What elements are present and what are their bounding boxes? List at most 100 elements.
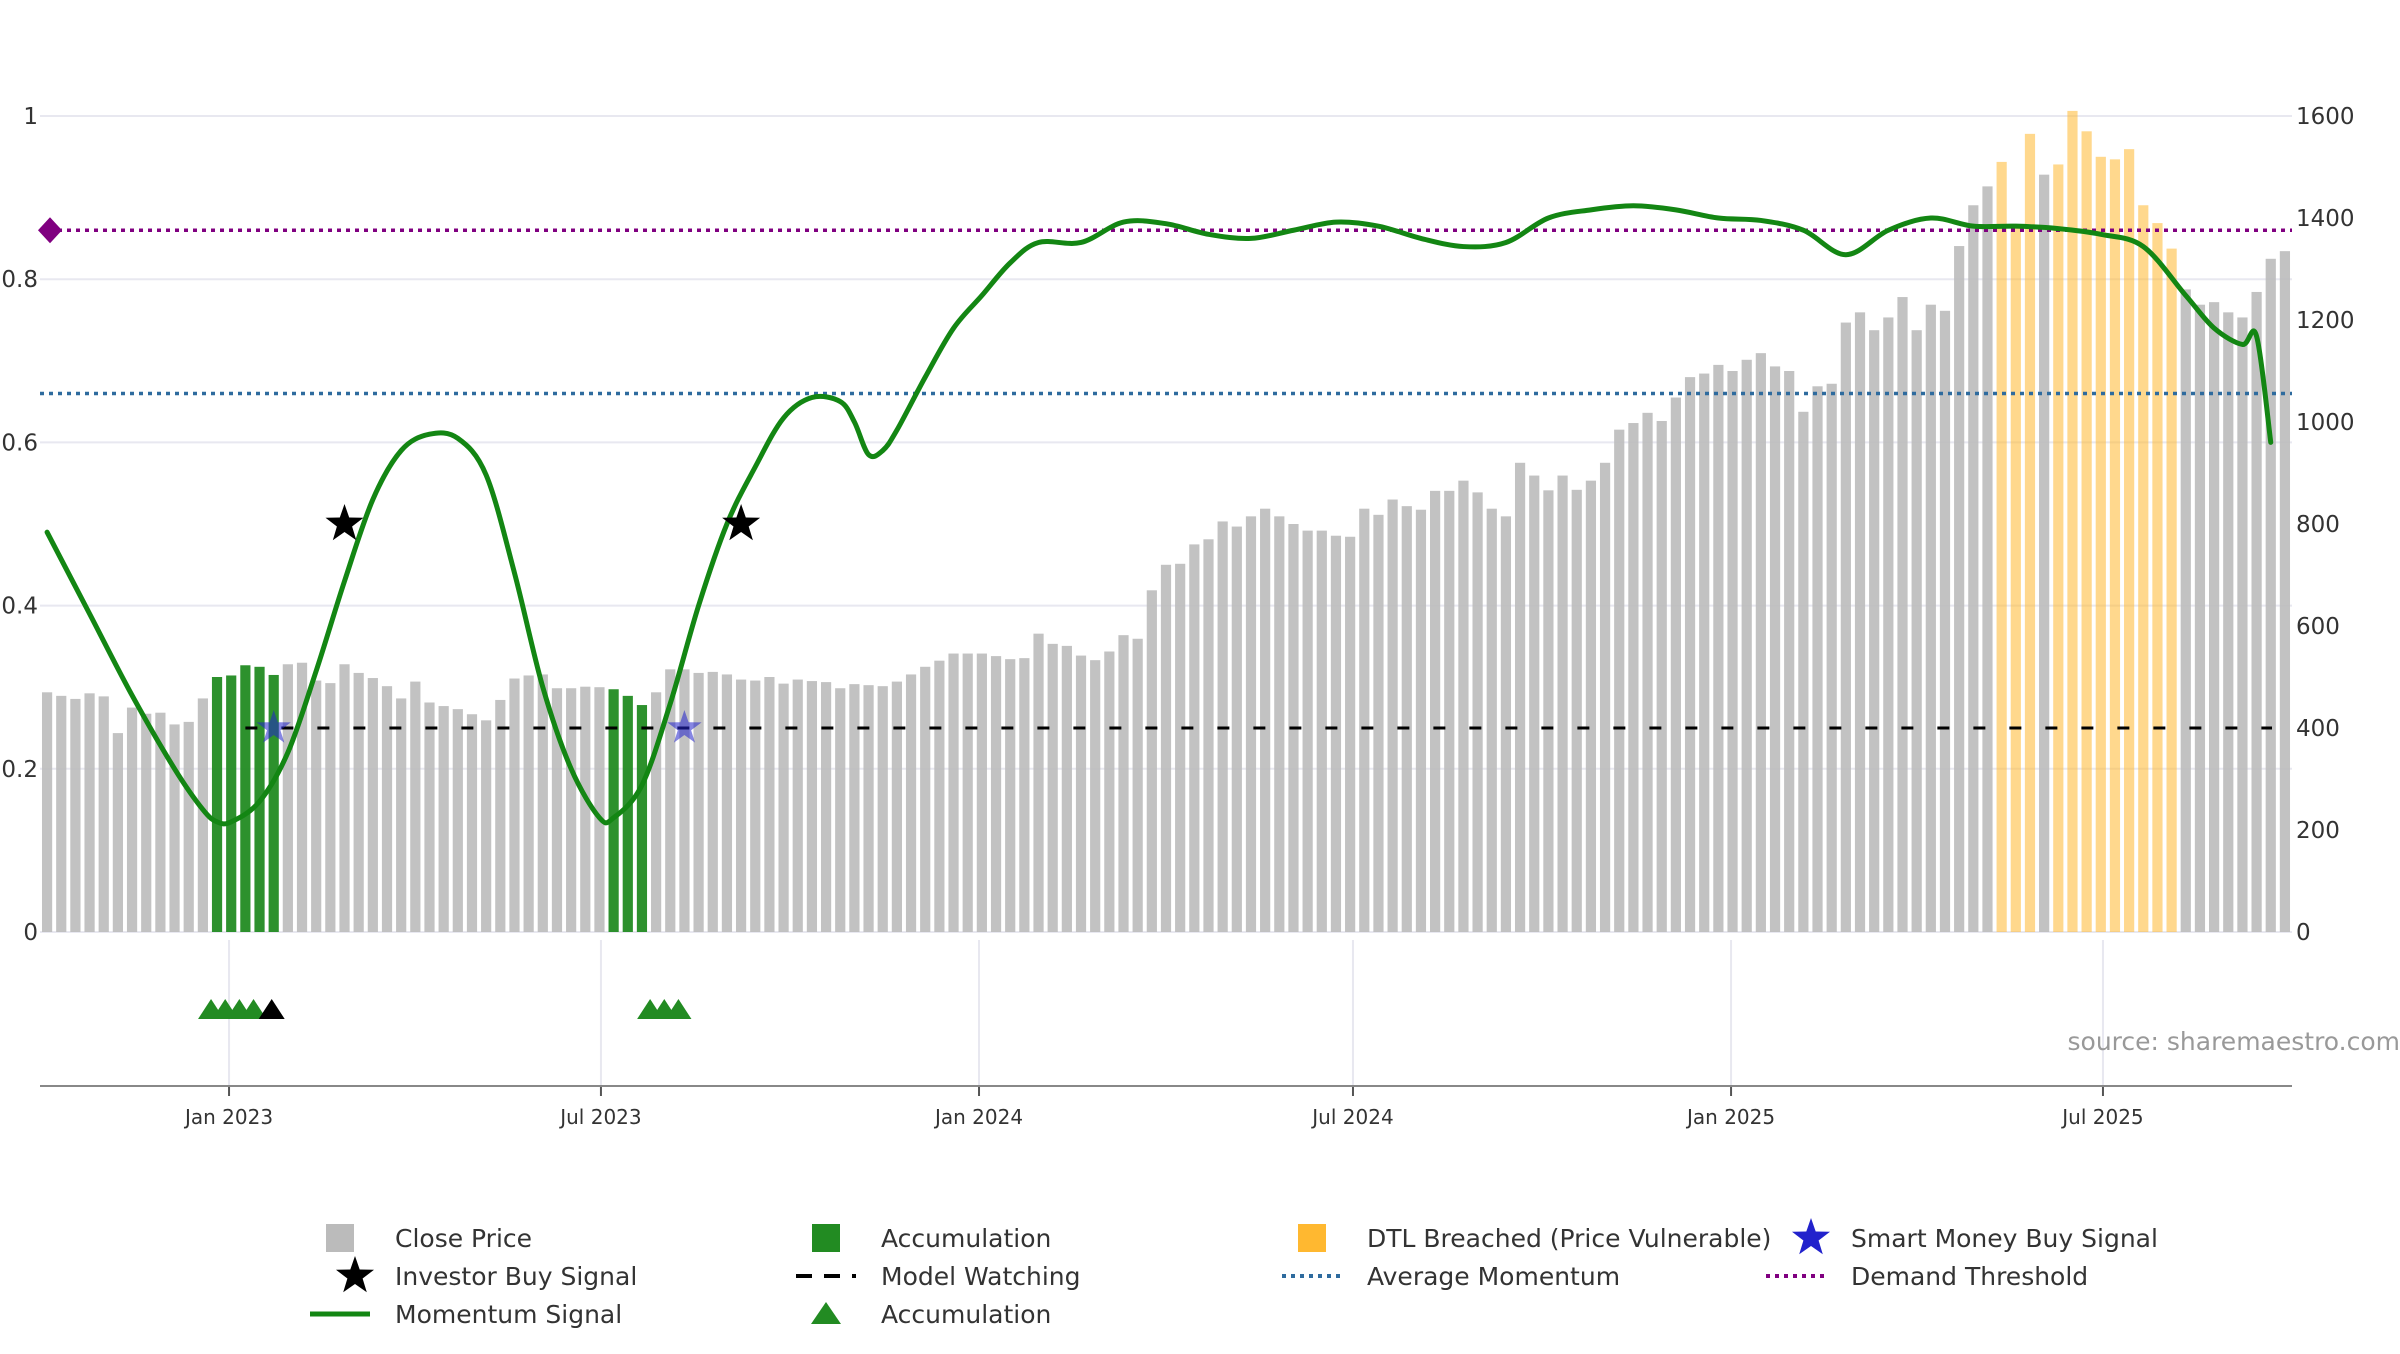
close-price-bar: [1982, 186, 1992, 932]
close-price-bar: [1487, 509, 1497, 932]
legend-label: DTL Breached (Price Vulnerable): [1367, 1224, 1771, 1253]
legend-label: Smart Money Buy Signal: [1851, 1224, 2158, 1253]
close-price-bar: [1742, 360, 1752, 932]
close-price-bar: [1317, 531, 1327, 932]
close-price-bar: [963, 654, 973, 932]
close-price-bar: [524, 675, 534, 932]
close-price-bar: [1048, 644, 1058, 932]
legend-item: Accumulation: [811, 1300, 1051, 1329]
close-price-bar: [1727, 371, 1737, 932]
close-price-bar: [70, 699, 80, 932]
close-price-bar: [863, 685, 873, 932]
close-price-bar: [1133, 639, 1143, 932]
legend-swatch: [812, 1224, 840, 1252]
close-price-bar: [1076, 656, 1086, 932]
dtl-breached-bar: [2110, 159, 2120, 932]
close-price-bar: [113, 733, 123, 932]
close-price-bar: [1359, 509, 1369, 932]
right-axis-tick-label: 400: [2296, 716, 2340, 742]
accumulation-bar: [623, 696, 633, 932]
close-price-bar: [934, 661, 944, 932]
right-axis-tick-label: 1400: [2296, 206, 2355, 232]
legend-item: Model Watching: [796, 1262, 1081, 1291]
close-price-bar: [56, 696, 66, 932]
close-price-bar: [1373, 515, 1383, 932]
right-axis-tick-label: 200: [2296, 818, 2340, 844]
close-price-bar: [283, 664, 293, 932]
dtl-breached-bar: [2124, 149, 2134, 932]
dtl-breached-bar: [2152, 223, 2162, 932]
close-price-bar: [1501, 516, 1511, 932]
legend-swatch: [1298, 1224, 1326, 1252]
close-price-bar: [1600, 463, 1610, 932]
close-price-bar: [1416, 510, 1426, 932]
left-axis-tick-label: 0.2: [1, 757, 38, 783]
close-price-bar: [1246, 516, 1256, 932]
close-price-bar: [1472, 492, 1482, 932]
dtl-breached-bar: [2067, 111, 2077, 932]
investor-buy-signal-star: [722, 504, 760, 540]
close-price-bar: [1062, 646, 1072, 932]
legend-label: Accumulation: [881, 1300, 1051, 1329]
close-price-bar: [892, 682, 902, 932]
left-axis-tick-label: 0.4: [1, 594, 38, 620]
dtl-breached-bar: [2138, 205, 2148, 932]
x-axis-tick-label: Jul 2024: [1310, 1105, 1393, 1129]
close-price-bar: [1005, 659, 1015, 932]
close-price-bar: [679, 669, 689, 932]
legend-label: Momentum Signal: [395, 1300, 622, 1329]
close-price-bar: [1175, 564, 1185, 932]
close-price-bar: [1940, 311, 1950, 932]
close-price-bar: [354, 673, 364, 932]
close-price-bar: [2251, 292, 2261, 932]
close-price-bar: [1189, 544, 1199, 932]
close-price-bar: [2237, 317, 2247, 932]
close-price-bar: [99, 696, 109, 932]
close-price-bar: [778, 684, 788, 932]
close-price-bar: [1883, 317, 1893, 932]
close-price-bar: [566, 688, 576, 932]
close-price-bar: [339, 664, 349, 932]
accumulation-bar: [226, 675, 236, 932]
dtl-breached-bar: [2011, 228, 2021, 932]
x-axis-tick-label: Jul 2023: [558, 1105, 641, 1129]
close-price-bar: [127, 708, 137, 932]
close-price-bar: [495, 700, 505, 932]
close-price-bar: [2181, 289, 2191, 932]
close-price-bar: [1458, 481, 1468, 932]
source-watermark: source: sharemaestro.com: [2068, 1027, 2400, 1056]
close-price-bar: [694, 673, 704, 932]
close-price-bar: [1444, 491, 1454, 932]
close-price-bar: [42, 692, 52, 932]
close-price-bar: [821, 682, 831, 932]
left-axis-tick-label: 0.6: [1, 430, 38, 456]
dtl-breached-bar: [2053, 164, 2063, 932]
demand-threshold-marker: [38, 217, 62, 243]
close-price-bar: [396, 698, 406, 932]
x-axis-tick-label: Jan 2023: [183, 1105, 273, 1129]
legend-item: Smart Money Buy Signal: [1792, 1218, 2158, 1254]
close-price-bar: [906, 674, 916, 932]
close-price-bar: [750, 681, 760, 932]
close-price-bar: [1912, 330, 1922, 932]
close-price-bar: [84, 693, 94, 932]
right-axis-tick-label: 600: [2296, 614, 2340, 640]
close-price-bar: [1770, 366, 1780, 932]
signal-triangle: [259, 999, 285, 1019]
left-axis-tick-label: 0: [23, 920, 38, 946]
accumulation-bar: [212, 677, 222, 932]
legend-item: Demand Threshold: [1766, 1262, 2088, 1291]
close-price-bar: [722, 674, 732, 932]
close-price-bar: [481, 720, 491, 932]
bars-layer: [42, 111, 2290, 932]
close-price-bar: [793, 680, 803, 932]
left-axis-tick-label: 1: [23, 104, 38, 130]
legend-triangle-icon: [811, 1302, 841, 1324]
close-price-bar: [977, 654, 987, 932]
legend-star-icon: [336, 1256, 374, 1292]
legend-label: Close Price: [395, 1224, 532, 1253]
close-price-bar: [141, 714, 151, 932]
close-price-bar: [948, 654, 958, 932]
legend-item: Investor Buy Signal: [336, 1256, 637, 1292]
dtl-breached-bar: [2082, 131, 2092, 932]
